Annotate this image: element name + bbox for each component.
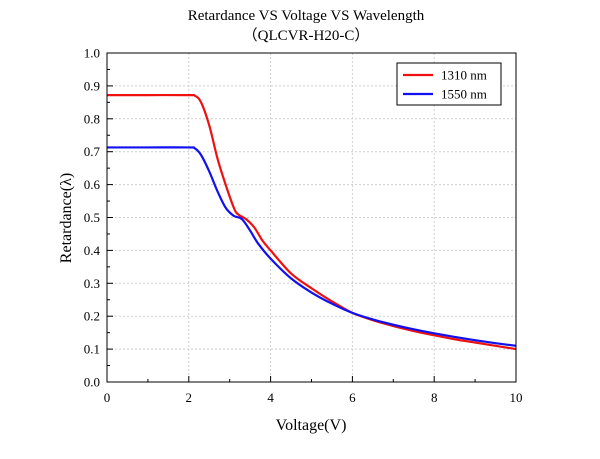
- y-tick-label: 0.3: [84, 276, 100, 291]
- x-tick-label: 10: [510, 390, 523, 405]
- y-tick-label: 0.2: [84, 309, 100, 324]
- y-tick-label: 0.1: [84, 342, 100, 357]
- x-tick-label: 2: [186, 390, 193, 405]
- legend: 1310 nm 1550 nm: [396, 62, 502, 106]
- y-tick-label: 0.0: [84, 375, 100, 390]
- axes: 0 2 4 6 8 10 0.0 0.1 0.2 0.3 0.4 0.5 0.6 0.7 0.8 0.9 1.0: [84, 46, 523, 406]
- x-tick-label: 8: [431, 390, 438, 405]
- y-tick-label: 0.6: [84, 177, 101, 192]
- x-tick-label: 0: [104, 390, 111, 405]
- y-tick-label: 1.0: [84, 46, 100, 61]
- legend-label: 1550 nm: [441, 87, 487, 102]
- legend-box: [396, 62, 502, 106]
- y-tick-label: 0.9: [84, 78, 100, 93]
- legend-label: 1310 nm: [441, 68, 487, 83]
- chart-subtitle: （QLCVR-H20-C）: [243, 27, 370, 44]
- series-line-1: [106, 93, 517, 351]
- y-axis-title: Retardance(λ): [58, 173, 75, 263]
- y-tick-label: 0.5: [84, 210, 100, 225]
- y-tick-label: 0.7: [84, 144, 101, 159]
- series-line-2: [107, 146, 517, 347]
- y-tick-label: 0.8: [84, 111, 100, 126]
- series-layer: [106, 93, 517, 351]
- y-tick-label: 0.4: [84, 243, 101, 258]
- x-axis-title: Voltage(V): [276, 417, 347, 434]
- x-tick-label: 4: [267, 390, 274, 405]
- chart-title: Retardance VS Voltage VS Wavelength: [188, 8, 425, 24]
- x-tick-label: 6: [349, 390, 356, 405]
